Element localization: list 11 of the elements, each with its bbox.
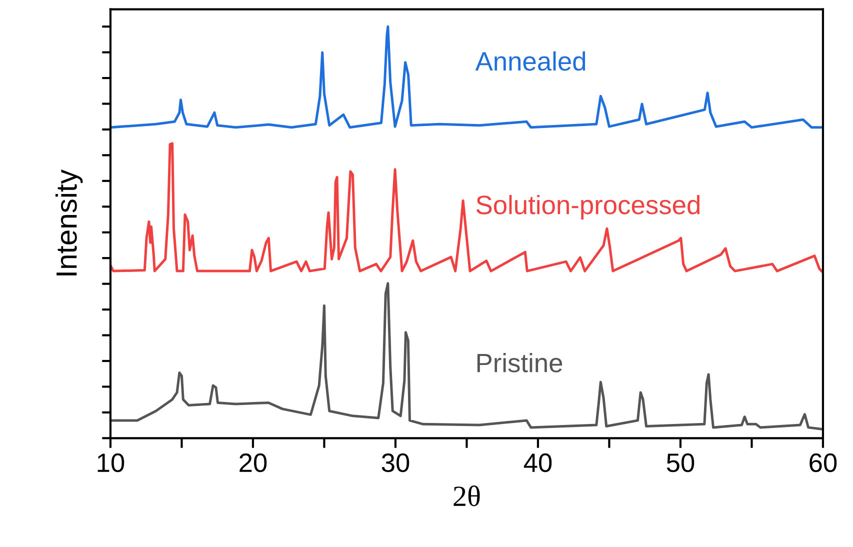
x-tick-label: 50: [666, 453, 694, 472]
x-tick-label: 20: [240, 453, 267, 472]
series-label: Pristine: [477, 353, 562, 372]
x-axis-title: 2θ: [454, 486, 480, 506]
x-tick-label: 40: [524, 453, 552, 472]
series-label: Solution-processed: [476, 194, 700, 220]
x-tick-label: 10: [98, 453, 124, 472]
y-axis-title: Intensity: [55, 169, 83, 276]
x-tick-label: 60: [810, 453, 837, 472]
series-label: Annealed: [475, 51, 586, 71]
x-tick-label: 30: [382, 453, 410, 472]
